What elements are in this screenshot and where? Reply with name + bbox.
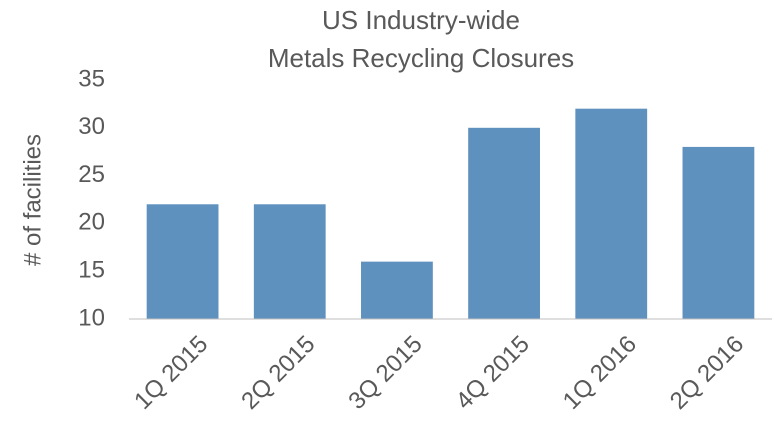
chart-title: Metals Recycling Closures [268, 43, 574, 73]
x-tick-label: 1Q 2015 [129, 331, 213, 415]
y-tick-label: 15 [78, 257, 105, 284]
bar [468, 127, 540, 319]
x-tick-label: 4Q 2015 [451, 331, 535, 415]
chart-title: US Industry-wide [322, 5, 520, 35]
x-tick-label: 2Q 2016 [665, 331, 749, 415]
y-tick-label: 25 [78, 161, 105, 188]
x-tick-label: 1Q 2016 [558, 331, 642, 415]
bar [253, 204, 326, 319]
y-tick-label: 35 [78, 65, 105, 92]
y-tick-label: 30 [78, 113, 105, 140]
y-tick-label: 20 [78, 209, 105, 236]
bar [575, 108, 648, 320]
bar [682, 146, 755, 319]
bar [361, 261, 433, 319]
y-axis-label: # of facilities [19, 134, 46, 266]
bar [146, 204, 219, 319]
x-tick-label: 2Q 2015 [236, 331, 320, 415]
x-tick-label: 3Q 2015 [343, 331, 427, 415]
y-tick-label: 10 [78, 304, 105, 331]
